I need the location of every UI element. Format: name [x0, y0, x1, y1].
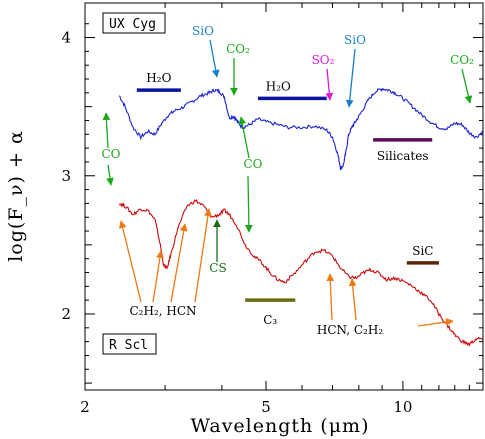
- y-tick-label: 2: [61, 305, 71, 323]
- feature-label: CO₂: [450, 53, 474, 67]
- feature-arrow: [209, 39, 220, 78]
- feature-arrow: [118, 220, 142, 303]
- series-line-ux-cyg: [118, 87, 484, 171]
- feature-label: CO: [243, 157, 262, 171]
- feature-arrow: [244, 175, 253, 233]
- feature-label: HCN, C₂H₂: [317, 323, 383, 337]
- band-label: Silicates: [377, 149, 429, 163]
- x-axis-title: Wavelength (μm): [190, 415, 369, 437]
- label-ux-cyg: UX Cyg: [109, 17, 156, 32]
- feature-label: SO₂: [312, 53, 335, 67]
- y-tick-label: 4: [61, 29, 71, 47]
- feature-label: SiO: [344, 33, 366, 47]
- x-tick-label: 5: [261, 398, 271, 416]
- feature-label: CO₂: [226, 42, 250, 56]
- label-r-scl-box: R Scl: [102, 333, 157, 355]
- band-label: SiC: [412, 244, 433, 258]
- feature-arrow: [238, 116, 250, 159]
- feature-arrow: [417, 318, 454, 327]
- band-label: H₂O: [266, 79, 291, 93]
- feature-arrow: [194, 208, 212, 303]
- feature-arrow: [461, 68, 473, 104]
- feature-label: SiO: [192, 24, 214, 38]
- feature-arrow: [348, 278, 357, 321]
- feature-arrow: [152, 250, 164, 303]
- series-layer: [118, 87, 484, 347]
- label-r-scl: R Scl: [109, 338, 148, 353]
- x-tick-label: 2: [80, 398, 90, 416]
- band-bars-layer: H₂O H₂O Silicates C₃ SiC: [136, 71, 439, 327]
- plot-frame: [84, 2, 484, 391]
- annotation-layer: SiO CO₂ SO₂ SiO CO₂ CO CO CS C₂H₂, HCN HCN, C₂H₂: [101, 24, 474, 337]
- feature-arrow: [102, 112, 111, 149]
- y-axis-title: log(F_ν) + α: [5, 130, 27, 262]
- series-line-r-scl: [118, 199, 484, 347]
- label-ux-cyg-box: UX Cyg: [102, 12, 166, 34]
- y-tick-label: 3: [61, 167, 71, 185]
- feature-label: CO: [101, 147, 120, 161]
- feature-arrow: [326, 273, 335, 321]
- feature-arrow: [106, 164, 114, 186]
- feature-label: C₂H₂, HCN: [129, 304, 196, 318]
- axis-ticks: 2 5 10 2 3 4: [61, 3, 483, 416]
- feature-label: CS: [209, 261, 226, 275]
- feature-arrow: [170, 223, 188, 303]
- band-label: C₃: [263, 313, 277, 327]
- feature-arrow: [345, 48, 356, 108]
- band-label: H₂O: [146, 71, 171, 85]
- x-tick-label: 10: [393, 398, 412, 416]
- feature-arrow: [325, 68, 334, 101]
